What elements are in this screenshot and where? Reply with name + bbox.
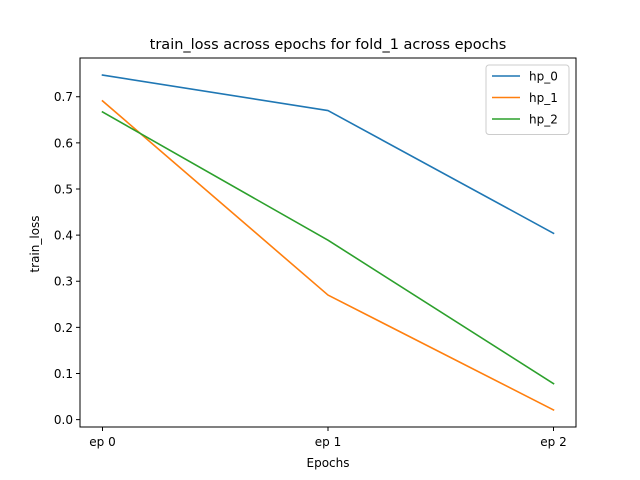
legend-label-hp_0: hp_0 xyxy=(529,70,558,84)
x-tick-label: ep 1 xyxy=(315,435,341,449)
axes: 0.0 0.1 0.2 0.3 0.4 0.5 0.6 0.7 ep 0 ep 1 ep 2 xyxy=(54,57,577,449)
legend: hp_0 hp_1 hp_2 xyxy=(485,64,570,135)
series-line-hp_2 xyxy=(101,110,555,385)
chart-title: train_loss across epochs for fold_1 acro… xyxy=(150,37,507,53)
legend-label-hp_2: hp_2 xyxy=(529,113,558,127)
y-tick-label: 0.2 xyxy=(54,321,73,335)
series-line-hp_1 xyxy=(101,99,555,412)
y-tick-label: 0.3 xyxy=(54,275,73,289)
x-axis-label: Epochs xyxy=(307,456,350,470)
x-tick-label: ep 0 xyxy=(89,435,115,449)
y-tick-label: 0.6 xyxy=(54,136,73,150)
plot-area xyxy=(101,74,555,412)
y-tick-label: 0.5 xyxy=(54,182,73,196)
legend-box xyxy=(485,64,570,135)
y-tick-label: 0.0 xyxy=(54,413,73,427)
y-tick-label: 0.7 xyxy=(54,90,73,104)
legend-label-hp_1: hp_1 xyxy=(529,91,558,105)
series-line-hp_0 xyxy=(101,74,555,235)
y-tick-label: 0.1 xyxy=(54,367,73,381)
x-tick-label: ep 2 xyxy=(540,435,566,449)
y-axis-label: train_loss xyxy=(28,215,42,272)
y-tick-label: 0.4 xyxy=(54,229,73,243)
